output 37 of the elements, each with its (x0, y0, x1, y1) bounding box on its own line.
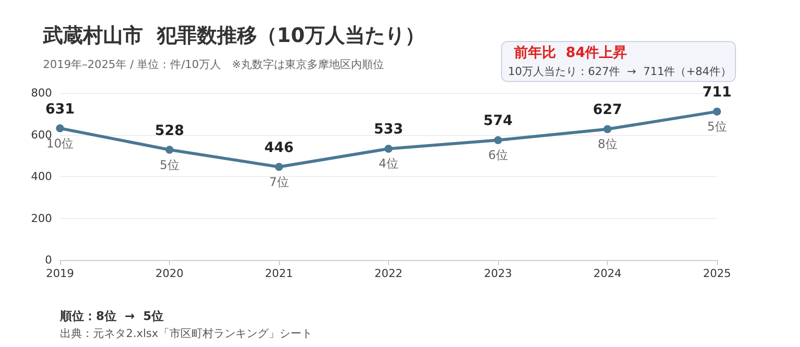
data-label: 574 (483, 113, 513, 130)
y-tick-label: 400 (31, 170, 52, 183)
point (56, 124, 64, 132)
x-tick-label: 2020 (156, 267, 184, 280)
annotation: 4位 (378, 156, 398, 171)
data-label: 446 (264, 140, 294, 156)
point (604, 125, 612, 134)
text: 順位：8位 → 5位 (59, 309, 164, 323)
annotation: 5位 (707, 120, 727, 134)
point (384, 144, 392, 153)
annotation: 6位 (488, 148, 508, 162)
x-tick-label: 2023 (484, 267, 512, 280)
text: 10万人当たり：627件 → 711件（+84件） (508, 65, 732, 78)
x-tick-label: 2019 (46, 267, 74, 280)
data-label: 528 (154, 122, 184, 139)
y-tick-label: 200 (31, 212, 52, 225)
point (494, 136, 502, 144)
annotation: 5位 (160, 158, 180, 172)
data-label: 533 (374, 122, 404, 138)
data-label: 631 (45, 101, 75, 118)
data-label: 711 (702, 84, 732, 101)
point (166, 146, 174, 154)
point (713, 108, 721, 116)
chart-title: 武蔵村山市 犯罪数推移（10万人当たり） (42, 23, 425, 47)
point (275, 162, 283, 171)
data-label: 627 (592, 102, 622, 118)
y-tick-label: 0 (45, 254, 52, 266)
chart-subtitle: 2019年–2025年 / 単位：件/10万人 ※丸数字は東京多摩地区内順位 (43, 58, 384, 71)
annotation: 7位 (269, 174, 289, 189)
x-tick-label: 2025 (703, 267, 731, 280)
source-note: 出典：元ネタ2.xlsx「市区町村ランキング」シート (60, 327, 312, 340)
text: 前年比 84件上昇 (513, 45, 628, 61)
x-tick-label: 2021 (265, 267, 293, 280)
x-tick-label: 2022 (374, 267, 402, 280)
y-tick-label: 800 (31, 86, 52, 100)
annotation: 8位 (598, 137, 618, 152)
x-tick-label: 2024 (594, 267, 622, 280)
